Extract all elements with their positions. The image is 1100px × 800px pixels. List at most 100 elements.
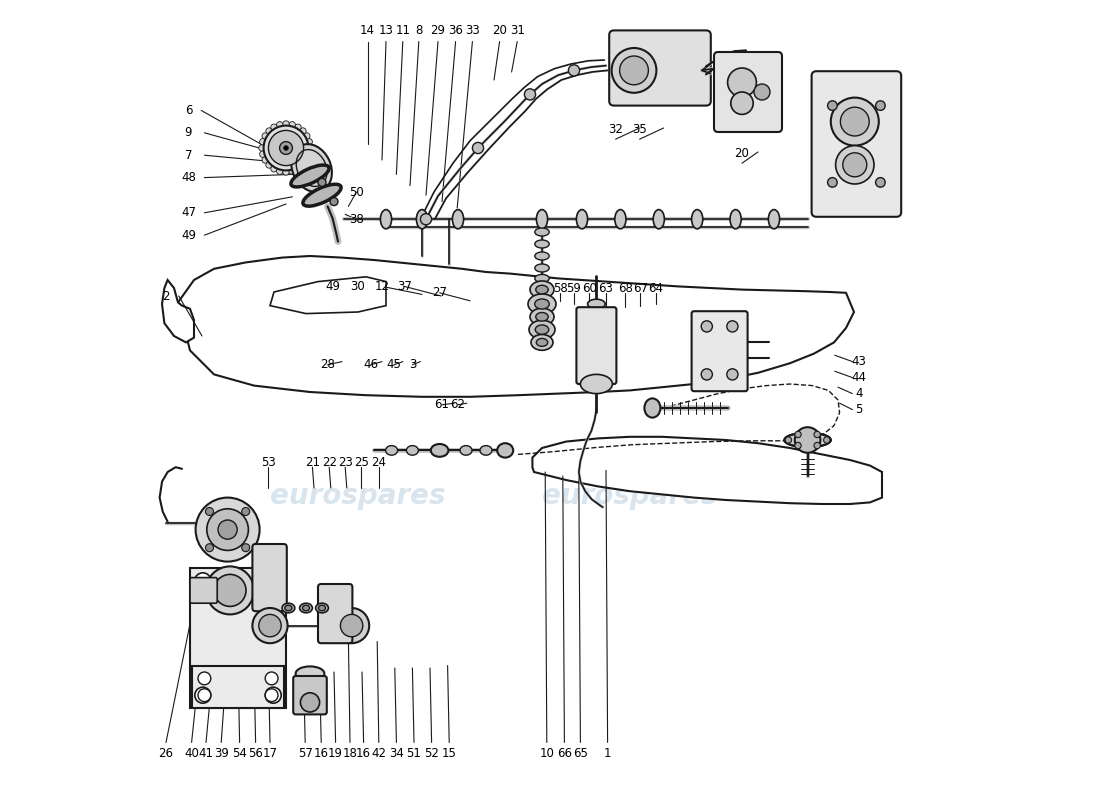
Text: 10: 10 bbox=[539, 747, 554, 760]
Text: 8: 8 bbox=[415, 24, 422, 37]
Text: 59: 59 bbox=[566, 282, 582, 294]
Text: 53: 53 bbox=[261, 456, 276, 469]
Circle shape bbox=[814, 442, 821, 449]
Ellipse shape bbox=[535, 240, 549, 248]
Circle shape bbox=[264, 126, 308, 170]
Circle shape bbox=[307, 145, 314, 151]
Circle shape bbox=[207, 509, 249, 550]
Text: eurospares: eurospares bbox=[271, 306, 446, 334]
Polygon shape bbox=[191, 666, 285, 708]
Ellipse shape bbox=[452, 210, 463, 229]
Text: eurospares: eurospares bbox=[542, 482, 717, 510]
Circle shape bbox=[252, 608, 287, 643]
Ellipse shape bbox=[460, 446, 472, 455]
Circle shape bbox=[814, 431, 821, 438]
Circle shape bbox=[836, 146, 874, 184]
Ellipse shape bbox=[386, 446, 397, 455]
Circle shape bbox=[785, 437, 792, 443]
Text: 64: 64 bbox=[648, 282, 663, 294]
Circle shape bbox=[268, 130, 304, 166]
Circle shape bbox=[472, 142, 484, 154]
Polygon shape bbox=[190, 568, 286, 708]
Circle shape bbox=[727, 68, 757, 97]
Ellipse shape bbox=[406, 446, 418, 455]
Circle shape bbox=[195, 573, 211, 589]
Circle shape bbox=[284, 146, 288, 150]
Ellipse shape bbox=[528, 294, 556, 314]
Circle shape bbox=[420, 214, 431, 225]
Ellipse shape bbox=[296, 666, 324, 681]
Ellipse shape bbox=[535, 274, 549, 282]
Text: 22: 22 bbox=[321, 456, 337, 469]
Text: 31: 31 bbox=[509, 24, 525, 37]
FancyBboxPatch shape bbox=[190, 578, 217, 603]
Ellipse shape bbox=[581, 374, 613, 394]
Circle shape bbox=[295, 166, 301, 172]
Circle shape bbox=[258, 614, 282, 637]
Ellipse shape bbox=[536, 313, 548, 321]
Circle shape bbox=[827, 178, 837, 187]
Circle shape bbox=[289, 122, 296, 128]
Text: 25: 25 bbox=[354, 456, 368, 469]
Ellipse shape bbox=[615, 210, 626, 229]
FancyBboxPatch shape bbox=[714, 52, 782, 132]
Ellipse shape bbox=[299, 603, 312, 613]
Ellipse shape bbox=[537, 338, 548, 346]
Polygon shape bbox=[178, 256, 854, 397]
Text: 9: 9 bbox=[185, 126, 192, 139]
Text: 21: 21 bbox=[305, 456, 320, 469]
Text: 12: 12 bbox=[374, 280, 389, 293]
Circle shape bbox=[266, 128, 272, 134]
Ellipse shape bbox=[316, 603, 329, 613]
Text: 20: 20 bbox=[735, 147, 749, 160]
Text: 2: 2 bbox=[163, 290, 169, 302]
Text: 41: 41 bbox=[198, 747, 213, 760]
Text: 51: 51 bbox=[407, 747, 421, 760]
Circle shape bbox=[198, 689, 211, 702]
Text: 27: 27 bbox=[432, 286, 447, 299]
Circle shape bbox=[260, 138, 266, 145]
Text: 3: 3 bbox=[409, 358, 416, 371]
Circle shape bbox=[266, 162, 272, 168]
Ellipse shape bbox=[536, 286, 548, 294]
Text: 32: 32 bbox=[608, 123, 623, 136]
Circle shape bbox=[318, 178, 326, 186]
Circle shape bbox=[242, 544, 250, 552]
Ellipse shape bbox=[645, 398, 660, 418]
Text: 36: 36 bbox=[448, 24, 463, 37]
Ellipse shape bbox=[318, 605, 326, 611]
Circle shape bbox=[727, 369, 738, 380]
Text: 29: 29 bbox=[430, 24, 446, 37]
Ellipse shape bbox=[587, 299, 605, 309]
Ellipse shape bbox=[535, 264, 549, 272]
Circle shape bbox=[196, 498, 260, 562]
Circle shape bbox=[283, 169, 289, 175]
Circle shape bbox=[300, 693, 320, 712]
Text: 65: 65 bbox=[573, 747, 587, 760]
Text: 7: 7 bbox=[185, 149, 192, 162]
Circle shape bbox=[843, 153, 867, 177]
FancyBboxPatch shape bbox=[294, 676, 327, 714]
FancyBboxPatch shape bbox=[318, 584, 352, 643]
Circle shape bbox=[265, 672, 278, 685]
FancyBboxPatch shape bbox=[609, 30, 711, 106]
Text: 42: 42 bbox=[372, 747, 386, 760]
FancyBboxPatch shape bbox=[576, 307, 616, 384]
Text: 34: 34 bbox=[389, 747, 404, 760]
Circle shape bbox=[283, 121, 289, 127]
Circle shape bbox=[840, 107, 869, 136]
Ellipse shape bbox=[653, 210, 664, 229]
FancyBboxPatch shape bbox=[812, 71, 901, 217]
Ellipse shape bbox=[769, 210, 780, 229]
Circle shape bbox=[569, 65, 580, 76]
Circle shape bbox=[827, 101, 837, 110]
FancyBboxPatch shape bbox=[252, 544, 287, 611]
Circle shape bbox=[334, 608, 370, 643]
Ellipse shape bbox=[530, 281, 554, 298]
Circle shape bbox=[262, 157, 268, 163]
FancyBboxPatch shape bbox=[692, 311, 748, 391]
Circle shape bbox=[727, 321, 738, 332]
Circle shape bbox=[701, 369, 713, 380]
Text: 24: 24 bbox=[372, 456, 386, 469]
Text: 49: 49 bbox=[324, 280, 340, 293]
